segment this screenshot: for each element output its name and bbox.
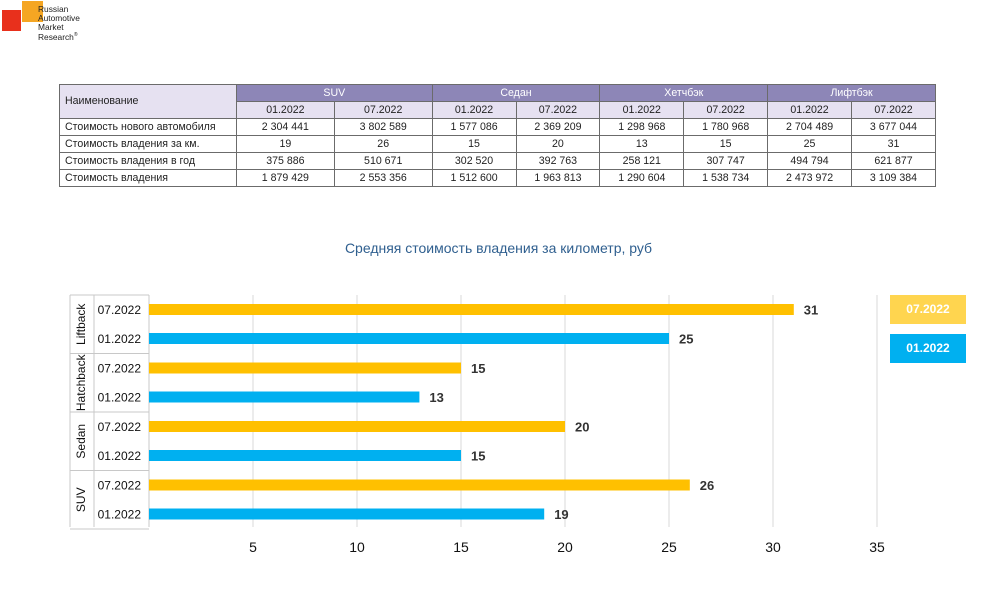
logo-line: Research®: [38, 31, 80, 42]
data-label: 19: [554, 507, 568, 522]
table-period-header: 07.2022: [333, 101, 433, 119]
table-cell: 1 577 086: [431, 118, 517, 136]
bar: [149, 304, 794, 315]
x-tick-label: 15: [453, 539, 469, 555]
bar: [149, 508, 545, 520]
table-cell: 2 473 972: [767, 169, 852, 187]
table-cell: 302 520: [431, 152, 517, 170]
legend-item-07-2022: 07.2022: [890, 295, 966, 324]
logo-orange-square: [22, 1, 43, 22]
row-label: Стоимость нового автомобиля: [59, 118, 237, 136]
data-label: 15: [471, 449, 485, 464]
table-cell: 1 879 429: [235, 169, 335, 187]
data-label: 20: [575, 420, 589, 435]
table-row: Стоимость владения 1 879 429 2 553 356 1…: [59, 169, 936, 187]
series-period-label: 07.2022: [98, 303, 142, 317]
table-name-header: Наименование: [59, 84, 237, 119]
bar: [149, 450, 461, 461]
logo-line-text: Research: [38, 32, 74, 43]
table-cell: 3 109 384: [851, 169, 936, 187]
table-cell: 31: [851, 135, 936, 153]
series-period-label: 01.2022: [98, 449, 142, 463]
series-period-label: 01.2022: [98, 391, 142, 405]
category-group-label: SUV: [74, 487, 88, 512]
data-label: 13: [429, 390, 443, 405]
bar: [149, 421, 565, 432]
bar: [149, 333, 669, 344]
x-tick-label: 5: [249, 539, 257, 555]
series-period-label: 01.2022: [98, 332, 142, 346]
bar: [149, 479, 690, 491]
logo-line: Automotive: [38, 12, 80, 23]
table-period-header: 01.2022: [599, 101, 685, 119]
category-group-label: Sedan: [74, 424, 88, 459]
table-period-header: 01.2022: [431, 101, 517, 119]
bar: [149, 362, 461, 374]
x-tick-label: 30: [765, 539, 781, 555]
logo-red-square: [2, 10, 21, 31]
x-tick-label: 20: [557, 539, 573, 555]
table-row: Стоимость владения в год 375 886 510 671…: [59, 152, 936, 170]
x-tick-label: 25: [661, 539, 677, 555]
table-group-header: Лифтбэк: [767, 84, 936, 102]
category-group-label: Hatchback: [74, 353, 88, 411]
chart-title: Средняя стоимость владения за километр, …: [344, 240, 653, 256]
table-cell: 621 877: [851, 152, 936, 170]
data-label: 26: [700, 478, 714, 493]
cost-table: Наименование SUV Седан Хетчбэк Лифтбэк 0…: [59, 84, 936, 187]
table-group-header: SUV: [235, 84, 433, 102]
table-cell: 2 304 441: [235, 118, 335, 136]
category-group-label: Liftback: [74, 303, 88, 345]
x-tick-label: 10: [349, 539, 365, 555]
series-period-label: 07.2022: [98, 362, 142, 376]
legend-item-01-2022: 01.2022: [890, 334, 966, 363]
data-label: 25: [679, 332, 693, 347]
table-cell: 1 963 813: [515, 169, 601, 187]
table-period-header: 01.2022: [767, 101, 852, 119]
logo-line: Russian: [38, 4, 69, 14]
series-period-label: 07.2022: [98, 479, 142, 493]
table-period-header: 07.2022: [851, 101, 936, 119]
data-label: 31: [804, 303, 818, 318]
table-period-header: 07.2022: [683, 101, 769, 119]
row-label: Стоимость владения: [59, 169, 237, 187]
logo-line: Market: [38, 21, 64, 32]
table-period-header: 01.2022: [235, 101, 335, 119]
table-cell: 1 290 604: [599, 169, 685, 187]
series-period-label: 01.2022: [98, 508, 142, 522]
logo-registered: ®: [73, 32, 78, 39]
table-cell: 1 512 600: [431, 169, 517, 187]
x-tick-label: 35: [869, 539, 885, 555]
data-label: 15: [471, 361, 485, 376]
bar: [149, 391, 420, 403]
series-period-label: 07.2022: [98, 420, 142, 434]
logo-words: Russian Automotive Market Research®: [38, 5, 80, 42]
table-cell: 2 553 356: [333, 169, 433, 187]
logo-small-text: НАПИ: [5, 6, 23, 12]
logo: НАПИ Russian Automotive Market Research®: [0, 0, 110, 56]
